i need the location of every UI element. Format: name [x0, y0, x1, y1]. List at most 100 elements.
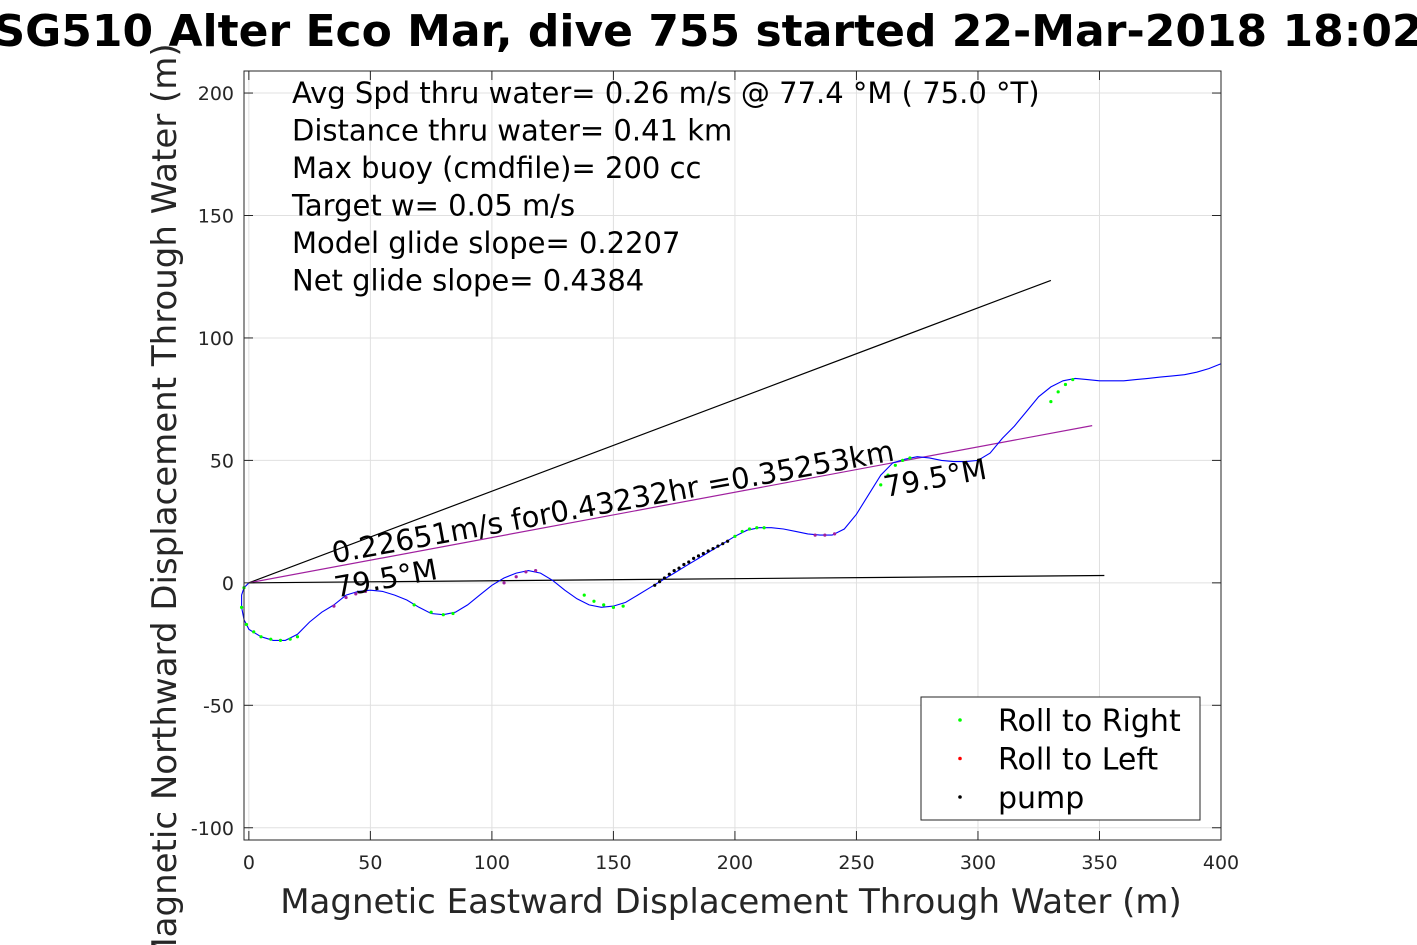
y-tick-label: -50 [203, 695, 234, 717]
x-tick-label: 300 [960, 852, 996, 874]
y-tick-label: 200 [198, 83, 234, 105]
y-tick-label: -100 [191, 818, 234, 840]
roll-to-right-point [1049, 400, 1053, 404]
x-tick-label: 200 [717, 852, 753, 874]
roll-to-right-point [278, 638, 283, 643]
plot-area: Avg Spd thru water= 0.26 m/s @ 77.4 °M (… [239, 70, 1222, 841]
roll-to-right-point [733, 534, 737, 538]
pump-point [687, 560, 691, 564]
y-tick-label: 100 [198, 328, 234, 350]
roll-to-right-point [288, 637, 292, 641]
legend-marker [958, 795, 962, 799]
legend-box [920, 696, 1201, 821]
x-tick-label: 400 [1203, 852, 1239, 874]
pump-point [706, 549, 710, 553]
roll-to-right-point [901, 458, 905, 462]
series-lines [241, 363, 1222, 641]
series-points [239, 377, 1075, 643]
info-line: Net glide slope= 0.4384 [292, 264, 644, 298]
roll-to-left-point [514, 575, 518, 579]
roll-to-right-point [1056, 390, 1060, 394]
roll-to-left-point [344, 595, 348, 600]
y-tick-label: 150 [198, 205, 234, 227]
y-tick-labels: 200 150 100 50 0 -50 -100 [191, 83, 234, 840]
y-tick-label: 0 [222, 573, 234, 595]
legend-label: pump [998, 781, 1084, 816]
roll-to-right-point [893, 463, 897, 467]
y-axis-label: Magnetic Northward Displacement Through … [145, 43, 185, 945]
pump-point [667, 572, 671, 576]
reference-line-lower [248, 574, 1105, 584]
legend-marker [958, 718, 962, 722]
pump-point [696, 554, 701, 558]
roll-to-right-point [602, 603, 606, 607]
legend-marker [958, 756, 962, 761]
roll-to-right-point [1063, 382, 1068, 387]
roll-to-right-point [441, 613, 445, 617]
roll-to-right-point [747, 527, 752, 531]
pump-point [701, 551, 705, 556]
info-line: Model glide slope= 0.2207 [292, 226, 680, 260]
pump-point [657, 580, 662, 584]
roll-to-right-point [621, 604, 625, 608]
tick-marks [244, 71, 1222, 840]
roll-to-right-point [244, 622, 249, 627]
info-line: Max buoy (cmdfile)= 200 cc [292, 151, 701, 185]
pump-point [692, 556, 696, 560]
roll-to-right-point [592, 599, 596, 603]
roll-to-left-point [332, 604, 336, 608]
info-line: Distance thru water= 0.41 km [292, 114, 732, 148]
y-tick-label: 50 [210, 450, 234, 472]
roll-to-right-point [582, 593, 586, 597]
legend-label: Roll to Right [998, 704, 1181, 739]
pump-point [726, 539, 730, 543]
roll-to-right-point [879, 483, 883, 487]
info-line: Target w= 0.05 m/s [291, 189, 575, 223]
roll-to-left-point [823, 533, 827, 537]
reference-line-heading [248, 425, 1093, 584]
chart-title: SG510 Alter Eco Mar, dive 755 started 22… [0, 6, 1417, 57]
roll-to-right-point [611, 605, 616, 609]
x-axis-label: Magnetic Eastward Displacement Through W… [280, 882, 1182, 922]
info-text-block: Avg Spd thru water= 0.26 m/s @ 77.4 °M (… [291, 76, 1040, 298]
roll-to-right-point [239, 605, 244, 609]
reference-lines [248, 279, 1105, 584]
legend-label: Roll to Left [998, 743, 1158, 778]
pump-point [682, 562, 686, 567]
roll-to-right-point [269, 637, 273, 641]
x-tick-label: 100 [474, 852, 510, 874]
roll-to-right-point [252, 630, 256, 634]
x-tick-label: 250 [838, 852, 874, 874]
roll-to-right-point [886, 473, 890, 477]
roll-to-right-point [755, 526, 759, 530]
roll-to-right-point [259, 635, 263, 639]
roll-to-right-point [1071, 377, 1075, 382]
roll-to-left-point [354, 592, 358, 596]
x-tick-label: 350 [1081, 852, 1117, 874]
pump-point [711, 546, 715, 551]
pump-point [653, 583, 657, 587]
roll-to-left-point [534, 569, 538, 573]
roll-to-right-point [762, 526, 766, 530]
roll-to-left-point [832, 532, 837, 536]
plot-border [243, 70, 1222, 841]
pump-point [662, 576, 667, 580]
track-line [241, 363, 1222, 641]
x-tick-label: 150 [595, 852, 631, 874]
roll-to-right-point [451, 611, 455, 616]
roll-to-right-point [429, 610, 433, 614]
x-tick-labels: 0 50 100 150 200 250 300 350 400 [243, 852, 1239, 874]
pump-point [677, 566, 681, 570]
roll-to-right-point [908, 456, 912, 460]
roll-to-left-point [524, 570, 528, 574]
roll-to-right-point [412, 603, 416, 607]
roll-to-right-point [740, 529, 744, 534]
reference-line-upper [248, 279, 1052, 584]
x-tick-label: 50 [358, 852, 382, 874]
pump-point [721, 542, 725, 546]
roll-to-left-point [502, 581, 506, 585]
roll-to-left-point [363, 589, 368, 594]
roll-to-right-point [295, 635, 300, 639]
